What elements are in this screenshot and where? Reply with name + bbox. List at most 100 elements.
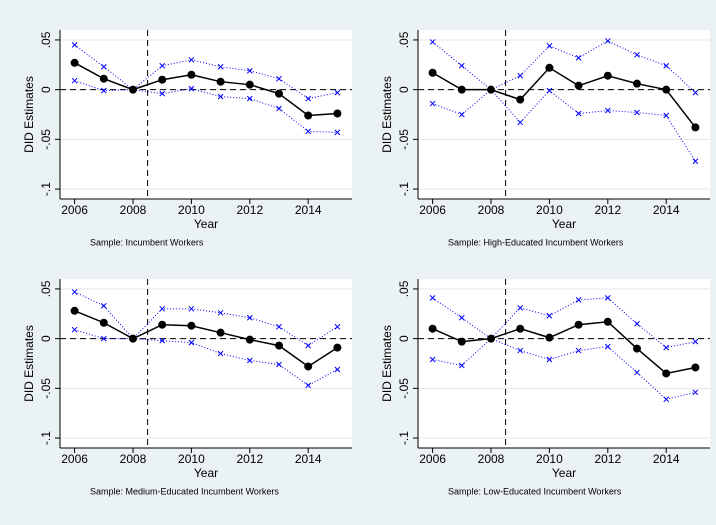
point bbox=[604, 343, 611, 350]
point bbox=[663, 62, 670, 69]
x-tick-label: 2012 bbox=[594, 203, 621, 217]
point bbox=[334, 323, 341, 330]
x-axis-label: Year bbox=[194, 466, 218, 480]
point bbox=[188, 305, 195, 312]
point bbox=[305, 382, 312, 389]
point bbox=[517, 304, 524, 311]
panel: -.1 -.05 0 .05 2006 2008 2010 2012 2014 Year DID E… bbox=[380, 30, 710, 247]
x-tick-label: 2012 bbox=[236, 203, 263, 217]
x-axis-label: Year bbox=[552, 217, 576, 231]
point bbox=[305, 342, 312, 349]
point bbox=[158, 320, 167, 329]
point bbox=[516, 324, 525, 333]
point bbox=[487, 334, 495, 343]
note: Sample: Low-Educated Incumbent Workers bbox=[448, 486, 622, 496]
y-tick-label: .05 bbox=[39, 31, 53, 48]
point bbox=[188, 85, 195, 92]
point bbox=[159, 305, 166, 312]
point bbox=[276, 361, 282, 368]
point bbox=[634, 320, 640, 327]
series-line bbox=[74, 291, 338, 347]
point bbox=[246, 95, 253, 102]
point bbox=[546, 312, 553, 319]
point bbox=[100, 302, 107, 309]
point bbox=[545, 63, 554, 72]
y-axis-label: DID Estimates bbox=[22, 76, 36, 153]
point bbox=[574, 320, 583, 329]
point bbox=[429, 356, 436, 363]
point bbox=[575, 347, 582, 354]
x-tick-label: 2010 bbox=[536, 203, 563, 217]
point bbox=[217, 309, 224, 316]
point bbox=[458, 62, 465, 69]
point bbox=[246, 67, 253, 74]
plot-area bbox=[418, 279, 710, 448]
y-axis-label: DID Estimates bbox=[22, 325, 36, 402]
point bbox=[245, 80, 254, 89]
point bbox=[334, 129, 341, 136]
y-tick-label: .05 bbox=[397, 31, 411, 48]
point bbox=[159, 337, 166, 344]
y-tick-label: 0 bbox=[397, 86, 411, 93]
series-line bbox=[432, 320, 696, 375]
point bbox=[604, 295, 611, 301]
point bbox=[546, 87, 553, 94]
point bbox=[188, 339, 195, 346]
point bbox=[458, 362, 465, 369]
x-tick-label: 2008 bbox=[478, 452, 505, 466]
x-tick-label: 2012 bbox=[594, 452, 621, 466]
point bbox=[275, 341, 283, 350]
point bbox=[546, 43, 553, 49]
point bbox=[487, 85, 495, 94]
point bbox=[99, 74, 108, 83]
point bbox=[217, 350, 224, 357]
plot-area bbox=[60, 30, 352, 199]
point bbox=[71, 289, 78, 295]
x-tick-label: 2010 bbox=[178, 452, 205, 466]
y-tick-label: .05 bbox=[397, 280, 411, 297]
point bbox=[275, 89, 283, 98]
panel: -.1 -.05 0 .05 2006 2008 2010 2012 2014 Year DID E… bbox=[22, 30, 352, 247]
x-tick-label: 2014 bbox=[295, 452, 322, 466]
series-line bbox=[432, 297, 696, 349]
point bbox=[692, 389, 699, 396]
point bbox=[603, 317, 612, 326]
point bbox=[70, 58, 79, 67]
y-tick-label: -.05 bbox=[397, 378, 411, 399]
note: Sample: Incumbent Workers bbox=[90, 237, 204, 247]
point bbox=[633, 79, 641, 88]
point bbox=[429, 39, 436, 45]
x-tick-label: 2008 bbox=[120, 452, 147, 466]
point bbox=[334, 366, 341, 373]
y-tick-label: 0 bbox=[397, 335, 411, 342]
x-tick-label: 2012 bbox=[236, 452, 263, 466]
series-line bbox=[74, 80, 338, 133]
panel: -.1 -.05 0 .05 2006 2008 2010 2012 2014 Year DID E… bbox=[380, 279, 710, 496]
x-tick-label: 2006 bbox=[419, 203, 446, 217]
point bbox=[662, 85, 671, 94]
point bbox=[129, 334, 137, 343]
x-tick-label: 2014 bbox=[653, 452, 680, 466]
point bbox=[517, 119, 524, 126]
point bbox=[276, 323, 282, 330]
point bbox=[575, 54, 582, 61]
point bbox=[305, 128, 312, 135]
point bbox=[634, 109, 640, 116]
series-line bbox=[74, 62, 338, 117]
point bbox=[517, 347, 524, 354]
point bbox=[216, 77, 225, 86]
point bbox=[99, 318, 108, 327]
point bbox=[517, 72, 524, 79]
note: Sample: Medium-Educated Incumbent Worker… bbox=[90, 486, 279, 496]
point bbox=[516, 95, 525, 104]
x-axis-label: Year bbox=[552, 466, 576, 480]
point bbox=[70, 306, 79, 315]
y-tick-label: -.05 bbox=[39, 378, 53, 399]
y-tick-label: 0 bbox=[39, 86, 53, 93]
panel: -.1 -.05 0 .05 2006 2008 2010 2012 2014 Year DID E… bbox=[22, 279, 352, 496]
point bbox=[691, 363, 700, 372]
point bbox=[429, 295, 436, 301]
point bbox=[633, 344, 641, 353]
series-line bbox=[74, 310, 338, 368]
